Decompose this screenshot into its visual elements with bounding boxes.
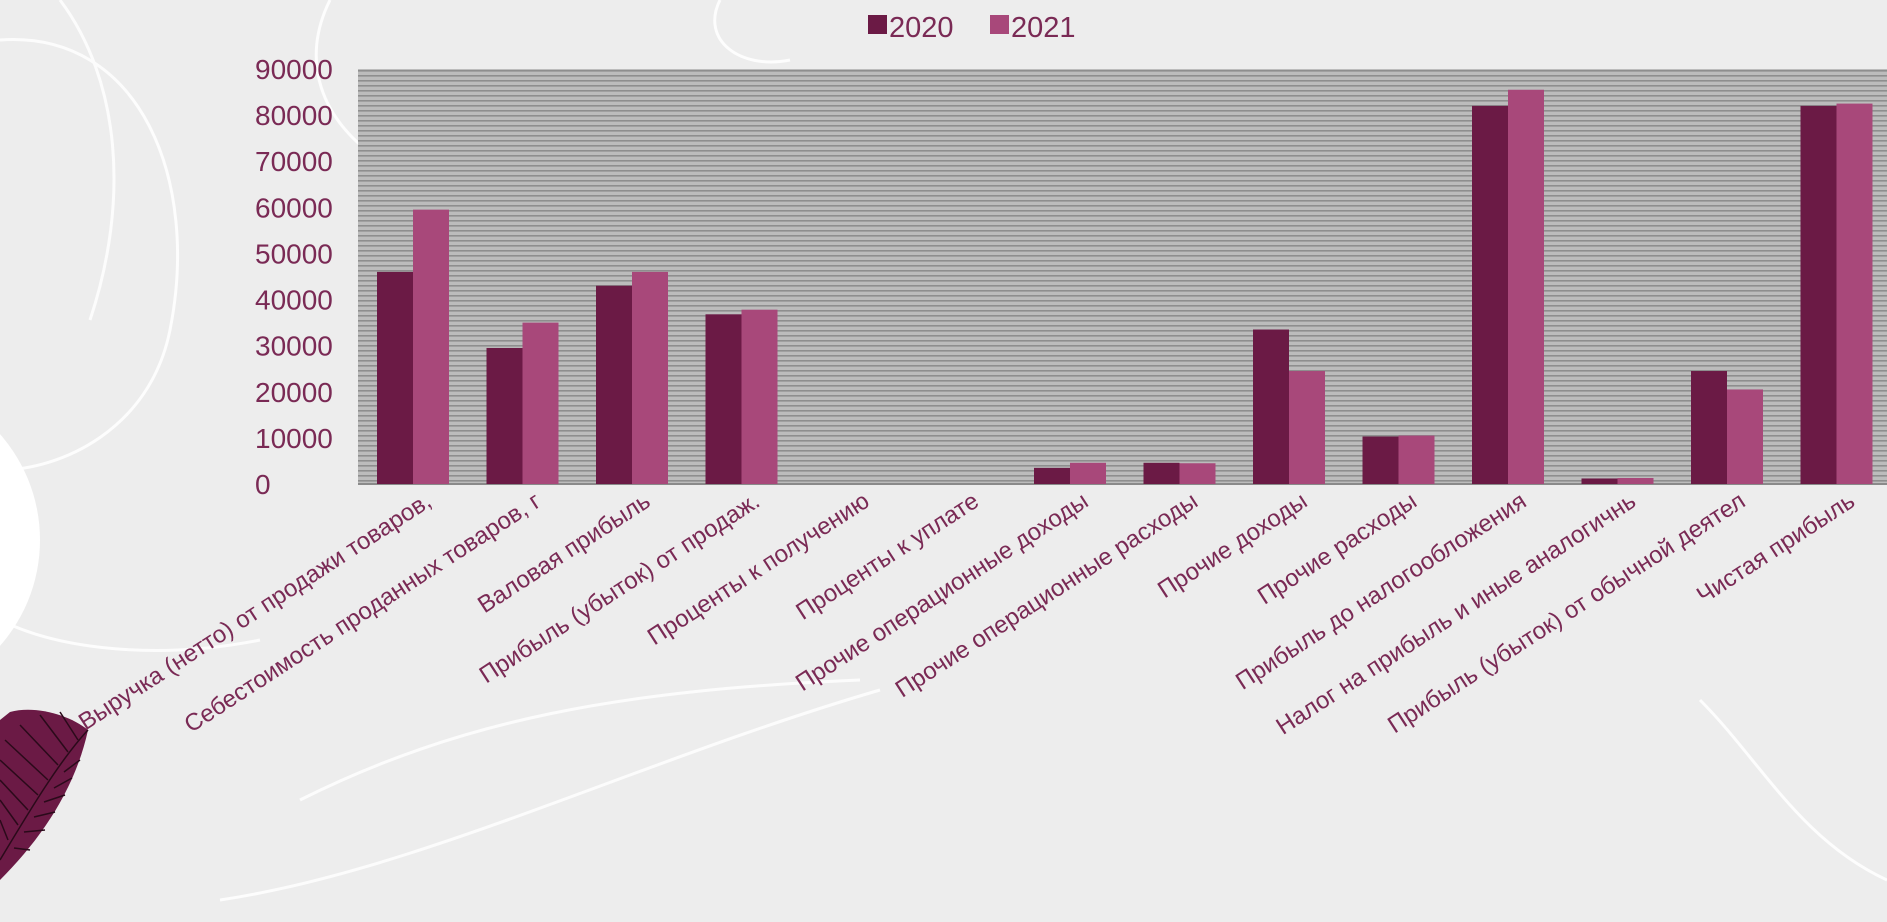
bar-2021	[1617, 478, 1654, 484]
bar-2020	[1253, 329, 1289, 484]
y-tick-label: 70000	[255, 146, 333, 177]
bar-2020	[1143, 462, 1180, 484]
bar-2021	[1289, 371, 1325, 484]
bar-2021	[1179, 463, 1216, 484]
y-tick-label: 50000	[255, 238, 333, 269]
x-tick-label: Проценты к уплате	[791, 487, 984, 625]
bar-2020	[377, 271, 413, 484]
legend: 2020 2021	[868, 12, 1076, 44]
y-tick-label: 30000	[255, 331, 333, 362]
bar-2020	[1362, 436, 1399, 484]
bars	[377, 89, 1873, 484]
bar-2020	[596, 285, 632, 484]
bar-2021	[1836, 103, 1873, 484]
legend-label-2020: 2020	[889, 12, 954, 44]
bar-2021	[522, 322, 559, 484]
bar-2021	[413, 209, 449, 484]
legend-swatch-2020	[868, 15, 887, 34]
bar-2020	[1034, 467, 1070, 484]
bar-2021	[1070, 462, 1106, 484]
bar-2020	[1691, 371, 1727, 484]
y-axis-ticks: 0 10000 20000 30000 40000 50000 60000 70000 8000…	[255, 54, 333, 500]
bar-2020	[1800, 105, 1837, 484]
leaf-icon	[0, 709, 89, 880]
y-tick-label: 60000	[255, 192, 333, 223]
y-tick-label: 40000	[255, 285, 333, 316]
bar-2021	[1508, 89, 1544, 484]
y-tick-label: 0	[255, 469, 271, 500]
bar-2021	[741, 309, 778, 484]
bar-2020	[1472, 105, 1508, 484]
x-axis-labels: Выручка (нетто) от продажи товаров,Себес…	[74, 487, 1860, 740]
bar-2020	[486, 347, 523, 484]
white-circle-decoration	[0, 434, 40, 646]
bar-2021	[1398, 435, 1435, 484]
bar-2021	[632, 271, 668, 484]
legend-swatch-2021	[990, 15, 1009, 34]
bar-2020	[705, 314, 742, 484]
bar-2020	[1581, 478, 1618, 484]
bar-2021	[1727, 389, 1763, 484]
y-tick-label: 10000	[255, 423, 333, 454]
legend-label-2021: 2021	[1011, 12, 1076, 44]
plot-area	[358, 69, 1887, 484]
y-tick-label: 20000	[255, 377, 333, 408]
y-tick-label: 80000	[255, 100, 333, 131]
y-tick-label: 90000	[255, 54, 333, 85]
